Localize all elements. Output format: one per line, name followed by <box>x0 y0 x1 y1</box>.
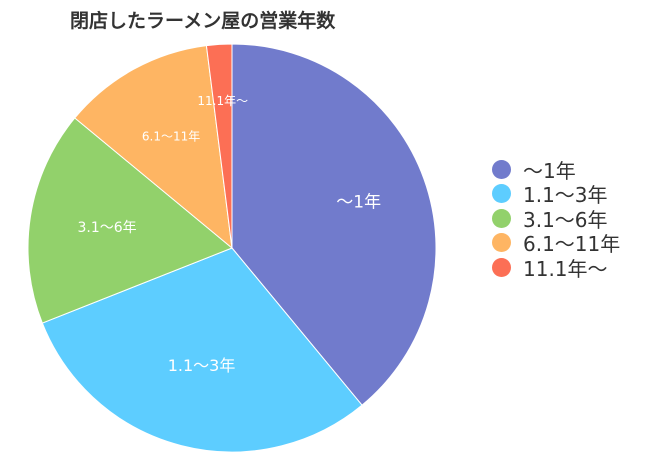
legend-item-4: 6.1〜11年 <box>492 231 620 256</box>
pie-slice-2 <box>41 247 363 453</box>
legend-item-5: 11.1年〜 <box>492 255 620 281</box>
pie-slice-3 <box>27 117 233 324</box>
legend-label: 〜1年 <box>523 158 576 183</box>
legend-marker-icon <box>492 208 511 228</box>
legend-item-3: 3.1〜6年 <box>492 206 620 232</box>
pie-slices <box>27 43 437 453</box>
pie-slice-labels: 〜1年 1.1〜3年 3.1〜6年 6.1〜11年 11.1年〜 <box>77 94 381 375</box>
legend-label: 11.1年〜 <box>523 256 608 281</box>
pie-slice-1 <box>231 43 437 406</box>
legend-marker-icon <box>492 184 511 204</box>
pie-slice-label-4: 6.1〜11年 <box>142 130 200 144</box>
pie-slice-5 <box>205 43 233 249</box>
pie-slice-4 <box>74 45 233 250</box>
legend-item-1: 〜1年 <box>492 157 620 183</box>
legend-item-2: 1.1〜3年 <box>492 182 620 207</box>
pie-slice-label-3: 3.1〜6年 <box>77 220 136 236</box>
legend-label: 1.1〜3年 <box>523 183 608 208</box>
chart-legend: 〜1年 1.1〜3年 3.1〜6年 6.1〜11年 11.1年〜 <box>492 157 620 281</box>
legend-marker-icon <box>492 159 511 179</box>
pie-slice-label-2: 1.1〜3年 <box>168 356 236 375</box>
pie-slice-label-1: 〜1年 <box>336 192 381 212</box>
legend-label: 3.1〜6年 <box>523 207 608 232</box>
legend-marker-icon <box>492 233 511 253</box>
pie-slice-label-5: 11.1年〜 <box>197 94 248 108</box>
legend-label: 6.1〜11年 <box>523 232 621 257</box>
legend-marker-icon <box>492 257 511 277</box>
chart-title: 閉店したラーメン屋の営業年数 <box>70 10 336 32</box>
